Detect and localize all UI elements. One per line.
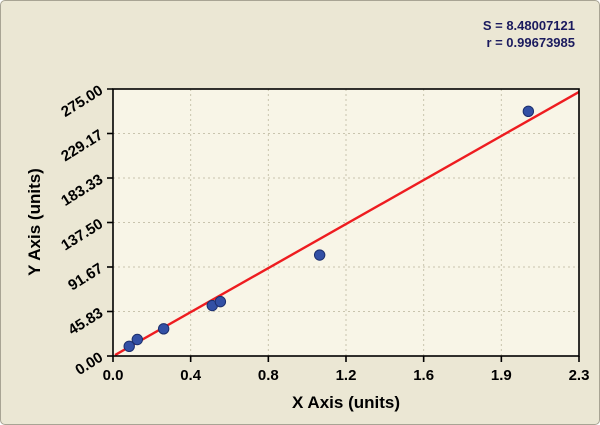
y-tick-label: 275.00 [58, 82, 106, 121]
x-tick-label: 0.4 [180, 367, 202, 384]
x-tick-label: 1.9 [491, 367, 512, 384]
r-value-label: r = 0.99673985 [486, 35, 575, 50]
x-tick-label: 2.3 [569, 367, 590, 384]
data-point [522, 105, 535, 118]
y-tick-label: 137.50 [58, 215, 106, 254]
fit-statistics: S = 8.48007121 r = 0.99673985 [483, 17, 575, 51]
s-value-label: S = 8.48007121 [482, 18, 575, 33]
fit-line [114, 90, 580, 357]
x-tick-label: 0.8 [258, 367, 279, 384]
data-point [157, 323, 170, 335]
y-axis-title: Y Axis (units) [25, 168, 44, 276]
y-tick-label: 0.00 [72, 349, 106, 379]
data-point [313, 249, 326, 261]
x-tick-label: 1.6 [413, 367, 434, 384]
y-tick-label: 183.33 [58, 171, 106, 210]
data-point [214, 295, 227, 308]
x-tick-label: 0.0 [103, 367, 124, 384]
y-tick-label: 229.17 [58, 126, 106, 165]
y-tick-label: 45.83 [65, 304, 106, 338]
x-tick-label: 1.2 [336, 367, 357, 384]
x-axis-title: X Axis (units) [292, 393, 400, 412]
y-tick-label: 91.67 [65, 260, 106, 294]
data-point [131, 333, 144, 346]
data-point [123, 340, 135, 352]
